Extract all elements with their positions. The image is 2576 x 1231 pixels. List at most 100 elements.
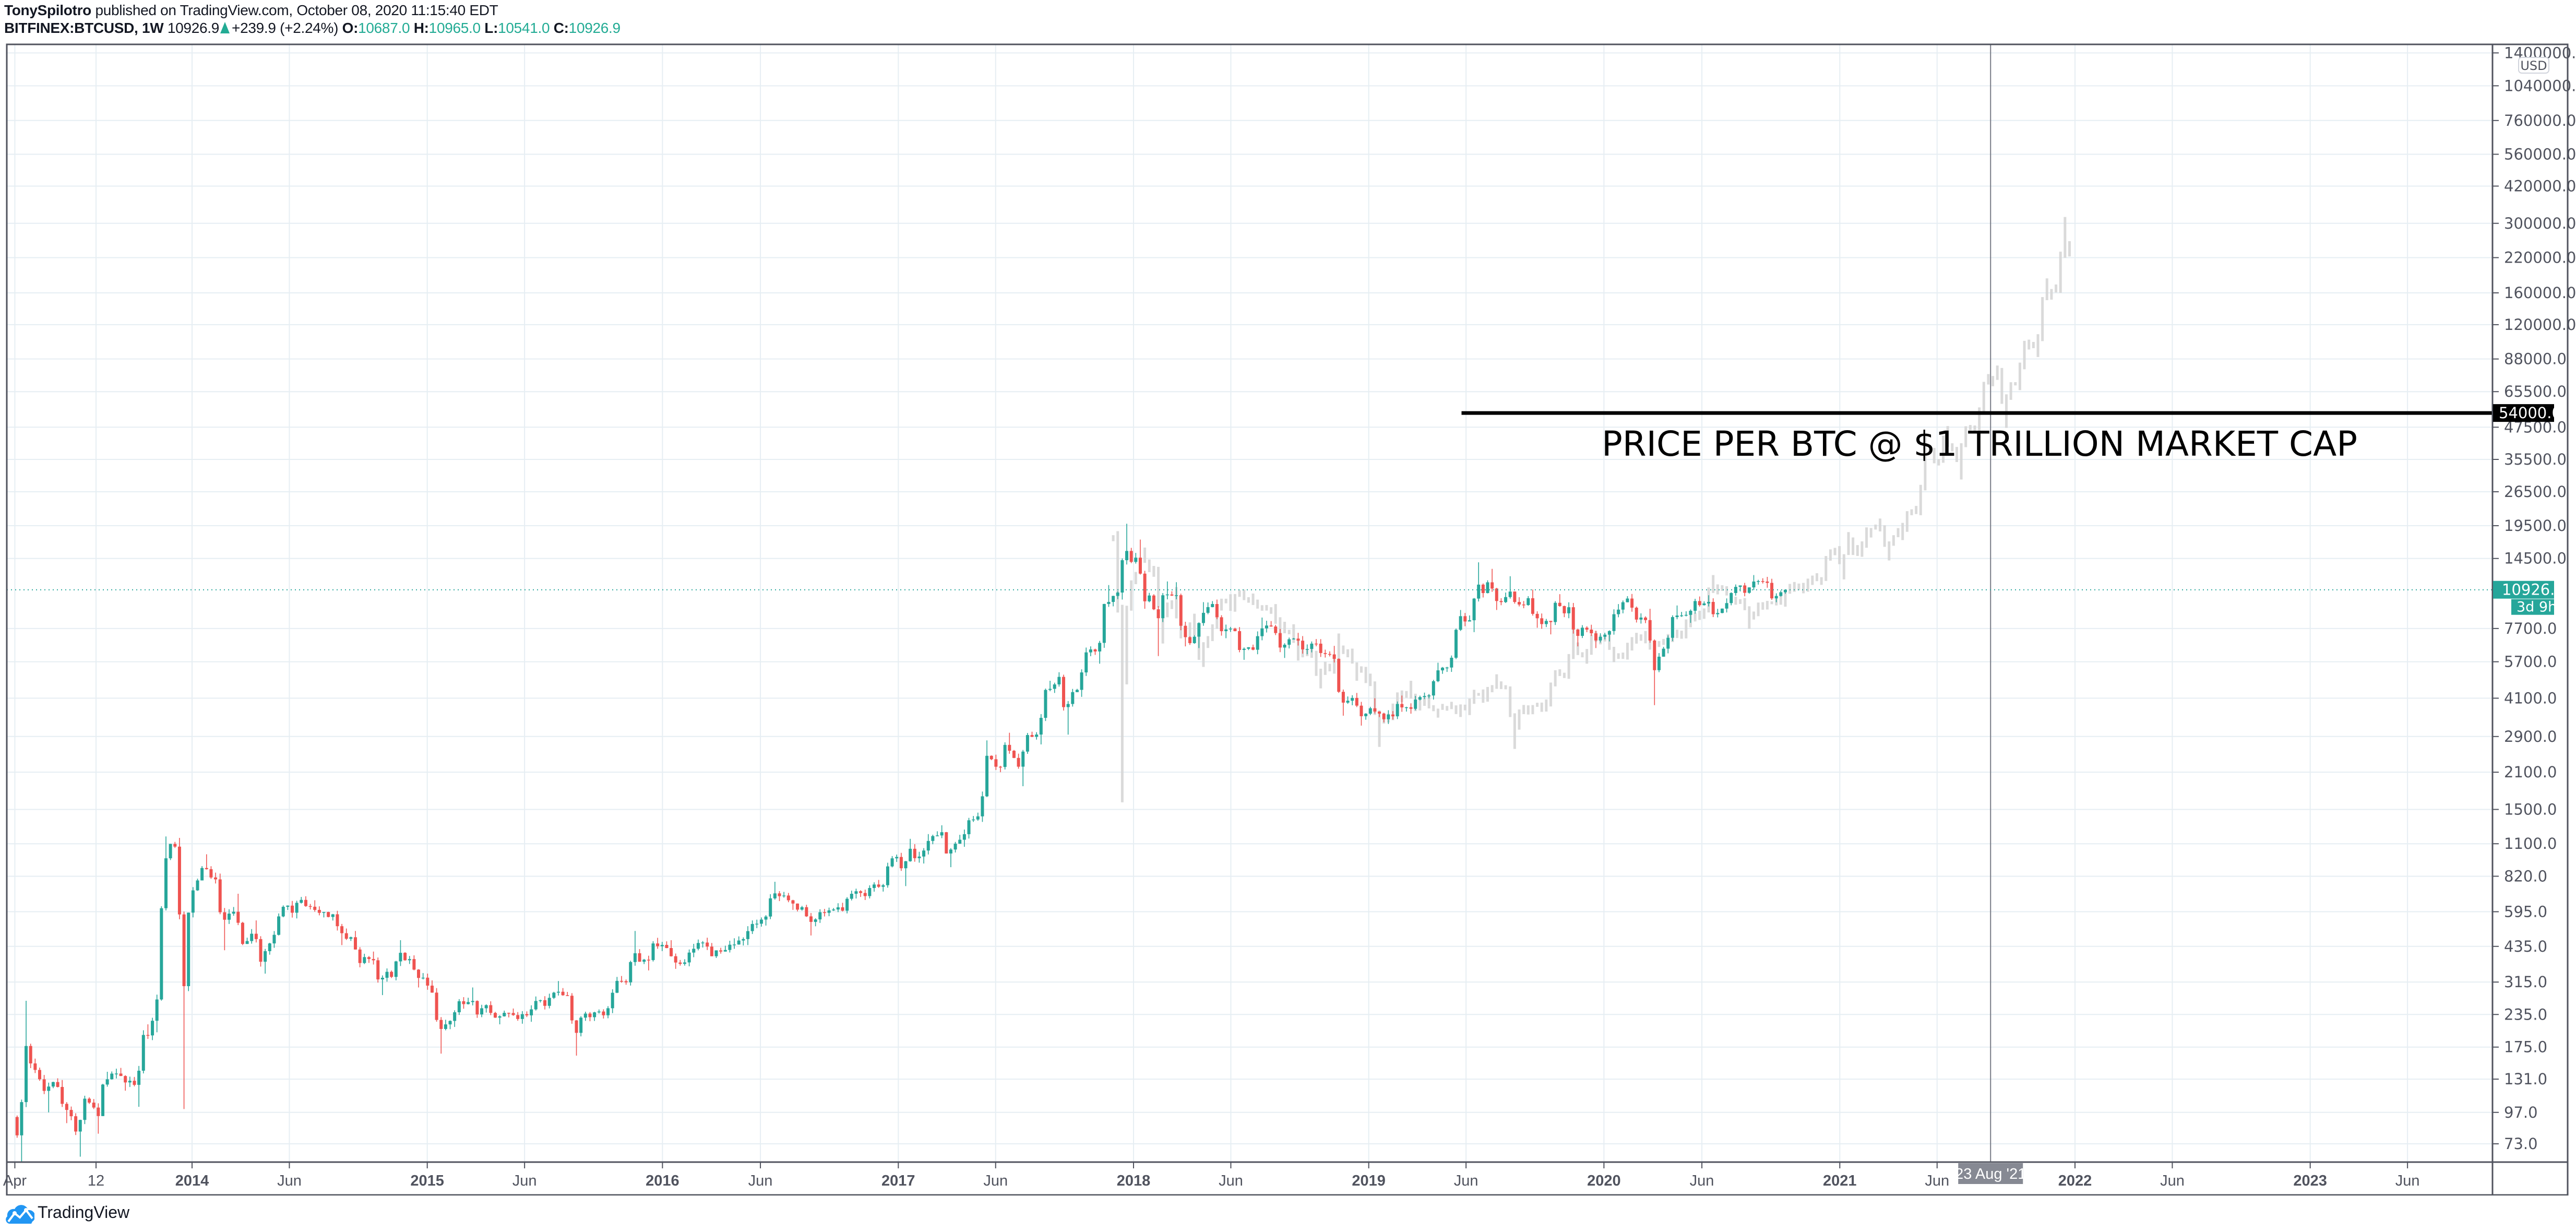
candle[interactable] xyxy=(1328,651,1331,657)
candle[interactable] xyxy=(1544,619,1548,628)
candle[interactable] xyxy=(1738,585,1742,591)
candle[interactable] xyxy=(227,909,231,924)
candle[interactable] xyxy=(1143,571,1147,609)
candle[interactable] xyxy=(1012,750,1016,759)
candle[interactable] xyxy=(1779,590,1783,597)
candle[interactable] xyxy=(895,854,899,862)
candle[interactable] xyxy=(647,955,650,970)
candle[interactable] xyxy=(534,996,538,1011)
candle[interactable] xyxy=(1224,624,1228,638)
candle[interactable] xyxy=(1387,710,1390,724)
candle[interactable] xyxy=(133,1076,136,1086)
candle[interactable] xyxy=(1454,628,1458,659)
candle[interactable] xyxy=(114,1069,118,1079)
candle[interactable] xyxy=(169,844,172,860)
candle[interactable] xyxy=(733,938,736,949)
candle[interactable] xyxy=(737,936,741,945)
candle[interactable] xyxy=(1382,713,1386,723)
candle[interactable] xyxy=(1003,742,1007,770)
candle[interactable] xyxy=(683,959,686,966)
candle[interactable] xyxy=(516,1012,520,1021)
candle[interactable] xyxy=(1680,612,1684,617)
candle[interactable] xyxy=(1409,703,1413,714)
candle[interactable] xyxy=(660,942,664,951)
candle[interactable] xyxy=(836,903,840,913)
candle[interactable] xyxy=(1689,609,1692,623)
candle[interactable] xyxy=(873,882,876,892)
candle[interactable] xyxy=(1220,615,1223,636)
candle[interactable] xyxy=(435,988,438,1022)
candle[interactable] xyxy=(1617,604,1620,618)
candle[interactable] xyxy=(74,1113,78,1135)
candle[interactable] xyxy=(101,1084,104,1116)
candle[interactable] xyxy=(51,1081,55,1088)
candle[interactable] xyxy=(854,889,858,899)
candle[interactable] xyxy=(670,940,673,957)
drawings[interactable]: PRICE PER BTC @ $1 TRILLION MARKET CAP xyxy=(7,44,2492,1162)
candle[interactable] xyxy=(714,950,718,958)
candle[interactable] xyxy=(665,941,669,949)
candle[interactable] xyxy=(953,842,957,853)
candle[interactable] xyxy=(1161,593,1165,622)
candle[interactable] xyxy=(1265,621,1268,633)
candle[interactable] xyxy=(128,1076,132,1087)
candle[interactable] xyxy=(281,905,285,918)
candle[interactable] xyxy=(336,910,339,931)
candle[interactable] xyxy=(1170,591,1174,596)
candle[interactable] xyxy=(913,844,916,862)
candle[interactable] xyxy=(1635,606,1638,623)
candle[interactable] xyxy=(994,754,998,770)
candle[interactable] xyxy=(15,1115,19,1138)
candle[interactable] xyxy=(1337,658,1341,693)
candle[interactable] xyxy=(151,1017,154,1040)
candle[interactable] xyxy=(1260,617,1264,641)
candle[interactable] xyxy=(467,998,470,1005)
candle[interactable] xyxy=(417,969,421,988)
candle[interactable] xyxy=(1396,701,1399,719)
candle[interactable] xyxy=(755,919,759,928)
candle[interactable] xyxy=(390,970,393,978)
candle[interactable] xyxy=(372,951,375,965)
candle[interactable] xyxy=(399,940,402,966)
candle[interactable] xyxy=(638,949,641,962)
candle[interactable] xyxy=(308,904,312,910)
candle[interactable] xyxy=(566,992,569,996)
time-axis[interactable]: Apr 12 2014 Jun 2015 Jun 2016 Jun 2017 Jun 2018 Jun… xyxy=(3,1162,2420,1189)
candle[interactable] xyxy=(583,1011,587,1021)
candle[interactable] xyxy=(1607,630,1611,642)
candle[interactable] xyxy=(1206,602,1210,614)
candle[interactable] xyxy=(1080,669,1083,697)
candle[interactable] xyxy=(809,913,813,936)
candle[interactable] xyxy=(380,975,384,996)
candle[interactable] xyxy=(552,991,556,999)
candle[interactable] xyxy=(69,1106,73,1120)
candle[interactable] xyxy=(615,977,619,993)
candle[interactable] xyxy=(1432,680,1435,700)
candle[interactable] xyxy=(1184,621,1187,647)
candle[interactable] xyxy=(1653,639,1656,705)
candle[interactable] xyxy=(462,997,466,1009)
candle[interactable] xyxy=(1332,646,1336,662)
candle[interactable] xyxy=(710,943,713,956)
candle[interactable] xyxy=(999,766,1003,773)
candle[interactable] xyxy=(588,1012,592,1022)
candle[interactable] xyxy=(376,957,380,983)
candle[interactable] xyxy=(778,891,781,902)
candle[interactable] xyxy=(1201,602,1205,626)
candle[interactable] xyxy=(1581,625,1584,638)
candle[interactable] xyxy=(218,873,222,915)
candle[interactable] xyxy=(850,891,853,901)
candle[interactable] xyxy=(241,921,244,945)
candle[interactable] xyxy=(1639,613,1643,624)
candle[interactable] xyxy=(1752,575,1756,590)
candle[interactable] xyxy=(1711,598,1715,618)
candle[interactable] xyxy=(160,906,163,1001)
candle[interactable] xyxy=(692,943,696,957)
candle[interactable] xyxy=(1021,750,1025,787)
candle[interactable] xyxy=(268,942,271,955)
candle[interactable] xyxy=(1599,633,1602,643)
candle[interactable] xyxy=(444,1020,447,1031)
candle[interactable] xyxy=(272,931,276,948)
currency-label[interactable]: USD xyxy=(2520,58,2547,73)
candle[interactable] xyxy=(633,931,637,966)
